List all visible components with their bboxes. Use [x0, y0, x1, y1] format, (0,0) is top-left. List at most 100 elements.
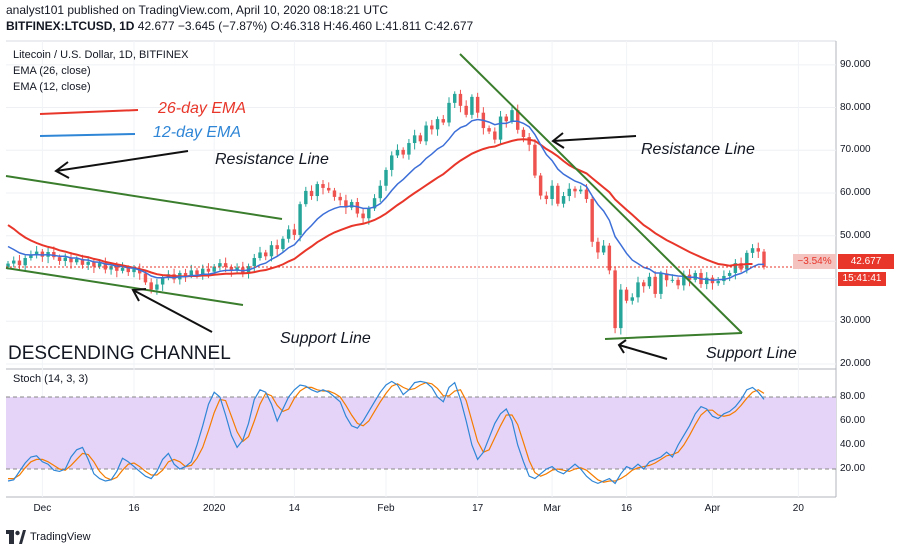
support-trendline-right[interactable] — [604, 332, 743, 340]
resistance-trendline-left[interactable] — [5, 175, 283, 220]
symbol-label: BITFINEX:LTCUSD, 1D — [6, 19, 135, 33]
stoch-d-line — [8, 381, 765, 483]
candle-body — [567, 188, 571, 197]
candle-body — [40, 251, 45, 257]
ema26-legend-text: 26-day EMA — [158, 100, 247, 117]
support-label-right: Support Line — [706, 345, 797, 362]
candle-body — [762, 251, 766, 267]
candle-body — [155, 284, 159, 290]
stoch-indicator-label: Stoch (14, 3, 3) — [13, 373, 89, 385]
candle-body — [705, 277, 709, 285]
ema26-indicator-label: EMA (26, close) — [13, 65, 91, 77]
candle-body — [727, 272, 732, 276]
price-tick-label: 80.000 — [840, 101, 871, 113]
tradingview-footer[interactable]: TradingView — [6, 530, 91, 544]
time-tick-label: 16 — [620, 503, 633, 514]
stoch-k-line — [7, 380, 765, 485]
time-tick-label: Apr — [704, 503, 721, 514]
time-tick-label: Feb — [377, 503, 395, 514]
open-label: O:46.318 — [270, 19, 320, 33]
candle-body — [252, 258, 256, 267]
last-price-tag: 42.677 — [838, 254, 894, 269]
candle-body — [361, 213, 365, 219]
candle-body — [642, 282, 646, 287]
candle-body — [258, 252, 262, 259]
candle-body — [183, 272, 188, 276]
publish-info: analyst101 published on TradingView.com,… — [6, 3, 389, 17]
instrument-title: Litecoin / U.S. Dollar, 1D, BITFINEX — [13, 49, 189, 61]
stoch-band — [6, 397, 836, 469]
ema12-line — [7, 118, 764, 281]
stoch-tick-label: 20.00 — [840, 463, 866, 474]
tradingview-footer-text: TradingView — [30, 531, 91, 543]
candle-body — [750, 248, 755, 253]
candle-body — [126, 267, 130, 273]
ema12-legend-text: 12-day EMA — [153, 124, 242, 141]
candle-body — [332, 190, 337, 197]
candle-body — [601, 245, 606, 253]
candle-body — [372, 198, 377, 209]
candle-body — [149, 282, 153, 290]
candle-body — [630, 297, 634, 301]
candle-body — [264, 252, 268, 257]
candle-body — [109, 266, 113, 270]
price-tick-label: 30.000 — [840, 315, 871, 327]
candle-body — [533, 144, 537, 176]
candle-body — [92, 261, 96, 267]
candle-body — [195, 270, 199, 275]
candle-body — [447, 102, 451, 123]
candle-body — [281, 238, 285, 250]
candle-body — [201, 268, 205, 275]
candle-body — [487, 128, 491, 132]
candle-body — [75, 258, 79, 263]
candle-body — [607, 245, 612, 271]
candle-body — [538, 175, 543, 196]
time-tick-label: Mar — [543, 503, 561, 514]
arrow-support-left — [131, 288, 213, 333]
candle-body — [315, 184, 319, 197]
candle-body — [160, 277, 165, 285]
time-tick-label: 2020 — [203, 503, 226, 514]
candle-body — [206, 268, 211, 272]
candle-body — [464, 105, 468, 115]
candle-body — [435, 119, 440, 130]
candle-body — [132, 269, 136, 273]
ema12-indicator-label: EMA (12, close) — [13, 81, 91, 93]
arrow-resistance-right — [551, 132, 637, 149]
candle-body — [12, 260, 16, 264]
arrow-support-right — [617, 339, 668, 360]
candle-body — [401, 149, 405, 155]
candle-body — [355, 202, 360, 214]
candle-body — [390, 155, 394, 170]
candle-body — [544, 195, 549, 200]
candle-body — [229, 266, 234, 271]
candle-body — [745, 252, 749, 270]
candle-body — [613, 270, 617, 329]
candles — [6, 89, 766, 335]
candle-body — [453, 93, 457, 103]
candle-body — [521, 129, 526, 138]
time-tick-label: 16 — [128, 503, 140, 514]
candle-body — [670, 279, 675, 281]
candle-body — [590, 199, 594, 242]
candle-body — [573, 188, 577, 192]
candle-body — [292, 229, 297, 235]
resistance-trendline-right[interactable] — [459, 53, 743, 334]
candle-body — [235, 267, 239, 271]
candle-body — [23, 258, 27, 266]
support-trendline-left[interactable] — [5, 267, 244, 306]
countdown-tag: 15:41:41 — [838, 272, 886, 286]
candle-body — [653, 276, 657, 294]
ema12-legend-swatch — [39, 133, 136, 137]
candle-body — [63, 257, 67, 261]
candle-body — [430, 125, 434, 130]
candle-body — [269, 245, 274, 257]
price-tick-label: 70.000 — [840, 144, 871, 156]
candle-body — [527, 137, 531, 145]
candle-body — [424, 125, 428, 142]
tradingview-logo-icon — [6, 530, 26, 544]
stoch-tick-label: 80.00 — [840, 391, 866, 402]
support-label-left: Support Line — [280, 330, 371, 347]
candle-body — [716, 281, 720, 284]
